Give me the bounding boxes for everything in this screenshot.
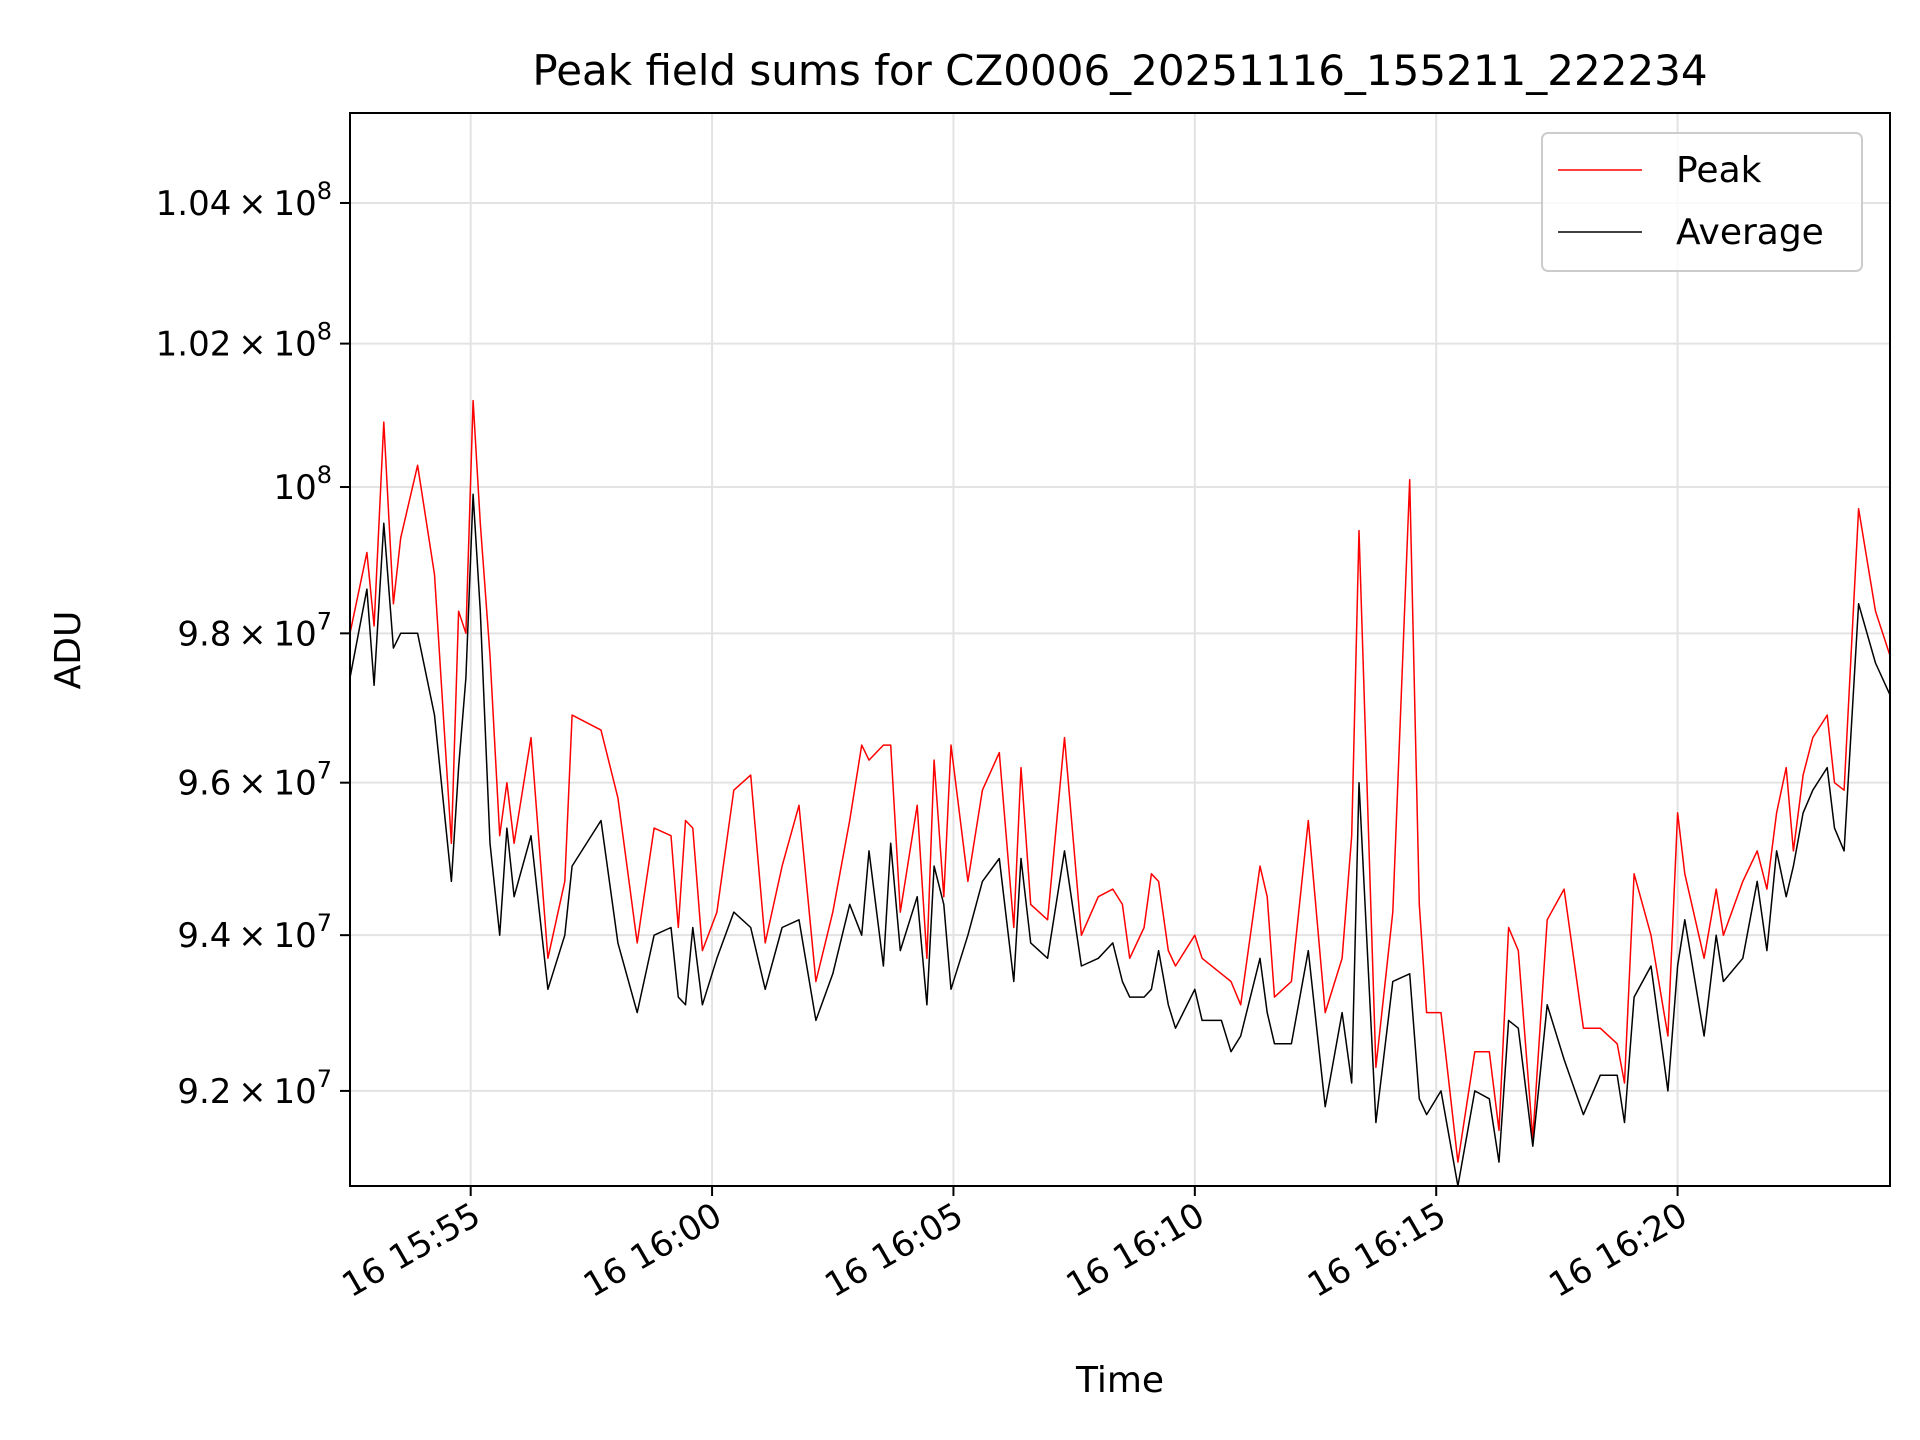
y-tick-exponent: 7 [317,757,332,785]
y-tick-exponent: 7 [317,909,332,937]
y-tick-label: 108 [273,461,332,508]
y-tick-mantissa: 1.04 × 10 [156,184,317,224]
y-tick-exponent: 7 [317,607,332,635]
y-tick-mantissa: 9.8 × 10 [177,614,316,654]
y-tick-label: 9.8 × 107 [177,607,332,654]
y-tick-label: 9.2 × 107 [177,1065,332,1112]
series-line-average [350,493,1890,1186]
legend-label-peak: Peak [1676,150,1762,191]
legend-box [1541,132,1863,272]
y-tick-label: 1.04 × 108 [156,177,332,224]
y-tick-mantissa: 9.4 × 10 [177,916,316,956]
grid [350,113,1890,1186]
y-tick-base: 10 [273,468,316,508]
y-tick-exponent: 8 [317,461,332,489]
y-tick-exponent: 8 [317,318,332,346]
y-tick-label: 9.6 × 107 [177,757,332,804]
y-tick-label: 9.4 × 107 [177,909,332,956]
y-tick-label: 1.02 × 108 [156,318,332,365]
chart-title: Peak field sums for CZ0006_20251116_1552… [532,46,1707,95]
y-tick-mantissa: 9.6 × 10 [177,764,316,804]
plot-area-frame [349,112,1891,1187]
x-axis-label: Time [1075,1360,1164,1401]
legend-label-average: Average [1676,212,1824,253]
y-axis-label: ADU [48,611,89,690]
y-tick-exponent: 8 [317,177,332,205]
y-tick-mantissa: 1.02 × 10 [156,325,317,365]
series-lines [350,399,1890,1186]
y-tick-exponent: 7 [317,1065,332,1093]
legend: Peak Average [1541,132,1863,272]
series-line-peak [350,399,1890,1163]
y-tick-mantissa: 9.2 × 10 [177,1072,316,1112]
